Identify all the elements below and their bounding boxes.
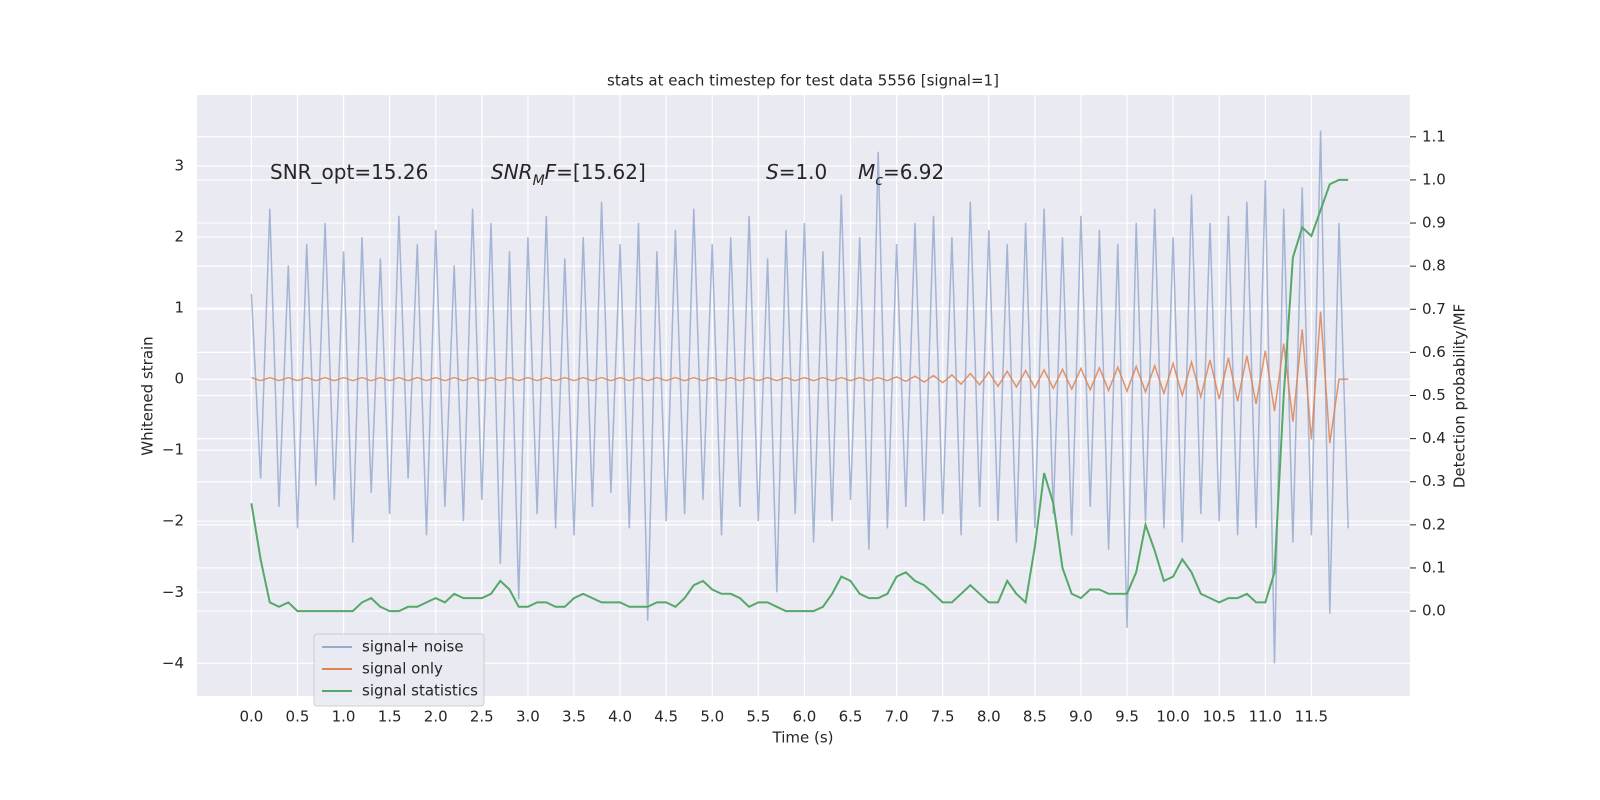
y2-tick-label: 0.3 (1422, 472, 1446, 490)
x-tick-label: 1.5 (378, 708, 402, 726)
x-tick-label: 3.5 (562, 708, 586, 726)
y2-tick-label: 0.1 (1422, 558, 1446, 576)
legend-label: signal statistics (362, 682, 478, 700)
annotation-part: M (533, 173, 545, 189)
annotation: Mc=6.92 (858, 160, 944, 190)
x-tick-label: 9.5 (1115, 708, 1139, 726)
x-tick-label: 1.0 (332, 708, 356, 726)
legend-box (313, 633, 485, 707)
x-tick-label: 4.0 (608, 708, 632, 726)
x-tick-label: 6.5 (839, 708, 863, 726)
x-tick-label: 10.0 (1156, 708, 1189, 726)
y-tick-label: 3 (174, 157, 184, 175)
x-tick-label: 8.5 (1023, 708, 1047, 726)
y-tick-label: −3 (162, 583, 184, 601)
y2-tick-label: 0.2 (1422, 515, 1446, 533)
series-line (251, 311, 1349, 444)
y2-tick-label: 0.0 (1422, 602, 1446, 620)
x-tick-label: 7.0 (885, 708, 909, 726)
annotation-part: =[15.62] (556, 160, 646, 184)
annotation: SNR_opt=15.26 (270, 160, 428, 184)
annotation-part: SNR (491, 160, 533, 184)
x-tick-label: 2.5 (470, 708, 494, 726)
annotation-part: F (545, 160, 557, 184)
y-tick-label: 0 (174, 370, 184, 388)
x-tick-label: 10.5 (1202, 708, 1235, 726)
annotation-part: =1.0 (779, 160, 828, 184)
annotation: SNRMF=[15.62] (491, 160, 646, 190)
x-tick-label: 0.0 (239, 708, 263, 726)
y2-tick-label: 0.9 (1422, 214, 1446, 232)
chart-title: stats at each timestep for test data 555… (607, 72, 999, 90)
x-tick-label: 4.5 (654, 708, 678, 726)
legend-label: signal only (362, 660, 443, 678)
series-line (250, 130, 1349, 664)
y2-tick-label: 0.6 (1422, 343, 1446, 361)
x-tick-label: 5.0 (700, 708, 724, 726)
annotation-part: c (875, 173, 883, 189)
x-tick-label: 0.5 (286, 708, 310, 726)
y-tick-label: 2 (174, 228, 184, 246)
y2-tick-label: 1.1 (1422, 127, 1446, 145)
y-tick-label: −1 (162, 441, 184, 459)
y2-tick-label: 0.8 (1422, 257, 1446, 275)
annotation-part: S (766, 160, 779, 184)
y2-tick-label: 0.4 (1422, 429, 1446, 447)
y-tick-label: 1 (174, 299, 184, 317)
annotation-part: =6.92 (883, 160, 944, 184)
y-axis-label: Whitened strain (139, 336, 157, 455)
x-tick-label: 3.0 (516, 708, 540, 726)
y2-axis-label: Detection probability/MF (1451, 304, 1469, 488)
y2-tick-label: 0.5 (1422, 386, 1446, 404)
x-tick-label: 6.0 (792, 708, 816, 726)
y2-tick-label: 1.0 (1422, 170, 1446, 188)
x-tick-label: 9.0 (1069, 708, 1093, 726)
x-tick-label: 11.5 (1295, 708, 1328, 726)
annotation-part: SNR_opt=15.26 (270, 160, 428, 184)
annotation: S=1.0 (766, 160, 827, 184)
x-tick-label: 11.0 (1249, 708, 1282, 726)
x-tick-label: 2.0 (424, 708, 448, 726)
legend-label: signal+ noise (362, 638, 464, 656)
annotation-part: M (858, 160, 875, 184)
x-tick-label: 5.5 (746, 708, 770, 726)
y2-tick-label: 0.7 (1422, 300, 1446, 318)
y-tick-label: −2 (162, 512, 184, 530)
x-tick-label: 7.5 (931, 708, 955, 726)
series-line (250, 178, 1349, 613)
x-axis-label: Time (s) (772, 729, 834, 747)
x-tick-label: 8.0 (977, 708, 1001, 726)
y-tick-label: −4 (162, 654, 184, 672)
